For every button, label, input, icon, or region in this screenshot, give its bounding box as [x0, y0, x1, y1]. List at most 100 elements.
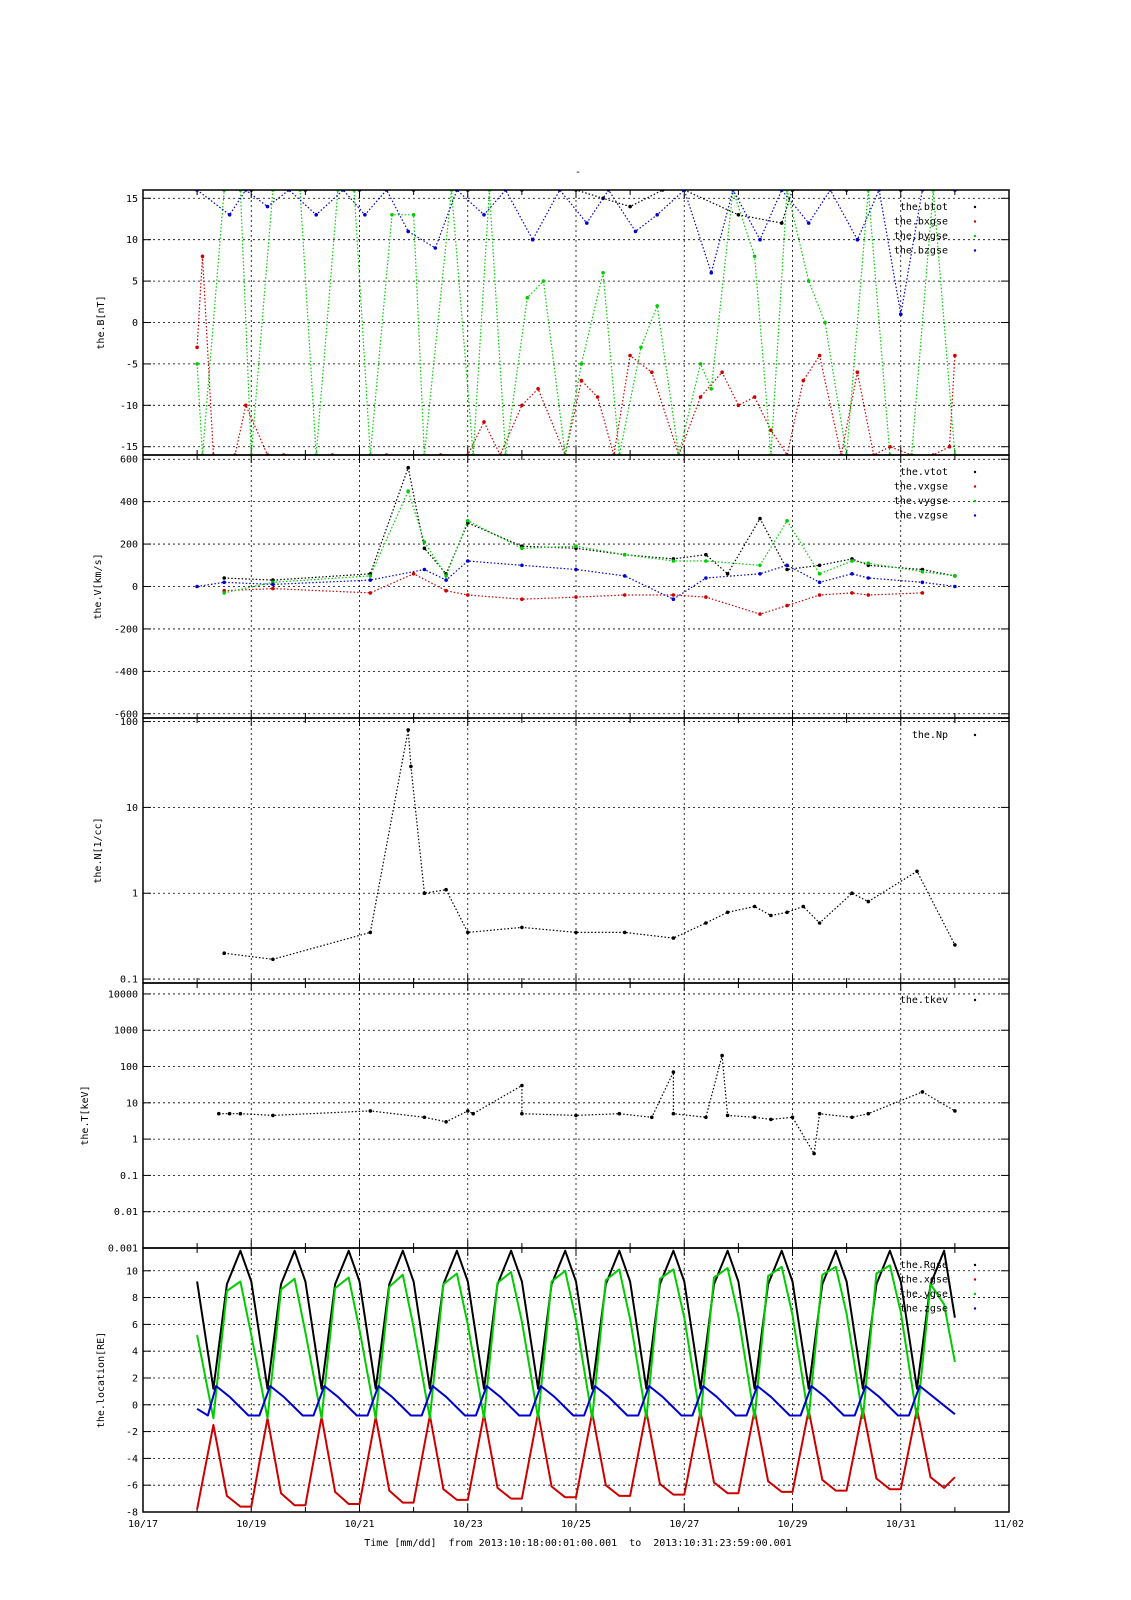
- data-point: [368, 574, 373, 578]
- data-point: [953, 574, 957, 578]
- data-point: [422, 540, 427, 544]
- data-point: [406, 489, 411, 493]
- data-point: [866, 593, 871, 597]
- data-point: [866, 561, 871, 565]
- y-tick-label: 100: [120, 1062, 138, 1073]
- legend-label: the.vxgse: [894, 482, 948, 493]
- data-point: [622, 552, 627, 557]
- data-point: [271, 957, 275, 962]
- data-point: [520, 403, 524, 408]
- data-point: [817, 1111, 822, 1116]
- data-point: [622, 574, 627, 578]
- data-point: [411, 213, 416, 217]
- legend: the.btot the.bxgse the.bygse the.bzgse: [894, 202, 977, 257]
- data-point: [520, 563, 524, 568]
- data-point: [409, 764, 413, 769]
- x-tick-label: 10/21: [344, 1519, 374, 1530]
- x-tick-label: 10/25: [561, 1519, 591, 1530]
- y-tick-label: -6: [126, 1481, 138, 1492]
- data-point: [422, 546, 427, 551]
- data-point: [752, 1115, 757, 1120]
- data-point: [698, 395, 703, 399]
- panel-data: [217, 1053, 957, 1156]
- series-line-the-Rgse: [196, 1249, 956, 1390]
- y-tick-label: 10: [126, 1098, 138, 1109]
- data-point: [817, 353, 822, 358]
- data-point: [368, 930, 373, 935]
- data-point: [725, 572, 730, 576]
- data-point: [530, 237, 535, 242]
- series-trace-the-vtot: [224, 465, 956, 581]
- y-tick-label: -600: [114, 709, 138, 720]
- data-point: [785, 603, 789, 608]
- legend-label: the.vzgse: [894, 511, 948, 522]
- y-axis-title: the.location[RE]: [96, 1332, 107, 1428]
- data-point: [536, 387, 540, 391]
- x-tick-label: 11/02: [994, 1519, 1024, 1530]
- data-point: [238, 1111, 243, 1116]
- series-trace-the-Np: [224, 729, 956, 960]
- series-trace-the-bxgse: [196, 256, 956, 455]
- data-point: [899, 312, 903, 317]
- y-tick-label: 600: [120, 455, 138, 466]
- data-point: [704, 576, 708, 580]
- legend: the.Np: [912, 730, 977, 741]
- data-point: [368, 578, 373, 582]
- data-point: [671, 1111, 676, 1116]
- series-line-the-zgse: [196, 1385, 956, 1417]
- legend-marker: [973, 485, 977, 488]
- data-point: [363, 213, 367, 217]
- legend-marker: [973, 249, 977, 252]
- data-point: [725, 1113, 730, 1118]
- data-point: [785, 910, 789, 915]
- data-point: [704, 1115, 708, 1120]
- data-point: [953, 1109, 957, 1113]
- legend-label: the.zgse: [900, 1304, 948, 1315]
- y-tick-label: 0: [132, 1400, 138, 1411]
- data-point: [779, 221, 784, 225]
- y-tick-label: 10: [126, 803, 138, 814]
- legend-marker: [973, 1292, 977, 1296]
- data-point: [406, 728, 411, 732]
- data-point: [920, 1090, 925, 1094]
- data-point: [574, 567, 578, 572]
- legend-marker: [973, 1307, 977, 1310]
- series-line-the-ygse: [196, 1264, 956, 1420]
- data-point: [227, 213, 232, 217]
- x-tick-label: 10/29: [777, 1519, 807, 1530]
- y-tick-label: 1000: [114, 1026, 138, 1037]
- data-point: [579, 362, 584, 366]
- data-point: [817, 572, 822, 576]
- data-point: [227, 1111, 232, 1116]
- data-point: [195, 584, 199, 589]
- data-point: [541, 279, 546, 283]
- y-tick-label: 2: [132, 1373, 138, 1384]
- y-tick-label: -10: [120, 401, 138, 412]
- data-point: [520, 1111, 524, 1116]
- legend-marker: [973, 998, 977, 1002]
- data-point: [671, 559, 676, 563]
- y-tick-label: 10000: [108, 989, 138, 1000]
- data-point: [271, 582, 275, 587]
- data-point: [650, 1115, 654, 1120]
- legend: the.tkev: [900, 995, 977, 1006]
- data-point: [704, 921, 708, 925]
- legend-label: the.btot: [900, 202, 948, 213]
- y-tick-label: 10: [126, 1266, 138, 1277]
- data-point: [444, 578, 448, 582]
- y-tick-label: -8: [126, 1508, 138, 1519]
- data-point: [855, 237, 860, 242]
- data-point: [574, 930, 578, 935]
- panel-data: [222, 728, 957, 962]
- data-point: [222, 591, 226, 595]
- data-point: [520, 546, 524, 551]
- data-point: [466, 1109, 470, 1113]
- y-tick-label: 0.01: [114, 1207, 138, 1218]
- x-tick-label: 10/31: [886, 1519, 916, 1530]
- data-point: [752, 904, 757, 909]
- y-tick-label: 4: [132, 1347, 138, 1358]
- data-point: [390, 213, 394, 217]
- data-point: [671, 593, 676, 597]
- data-point: [368, 591, 373, 595]
- data-point: [466, 519, 470, 523]
